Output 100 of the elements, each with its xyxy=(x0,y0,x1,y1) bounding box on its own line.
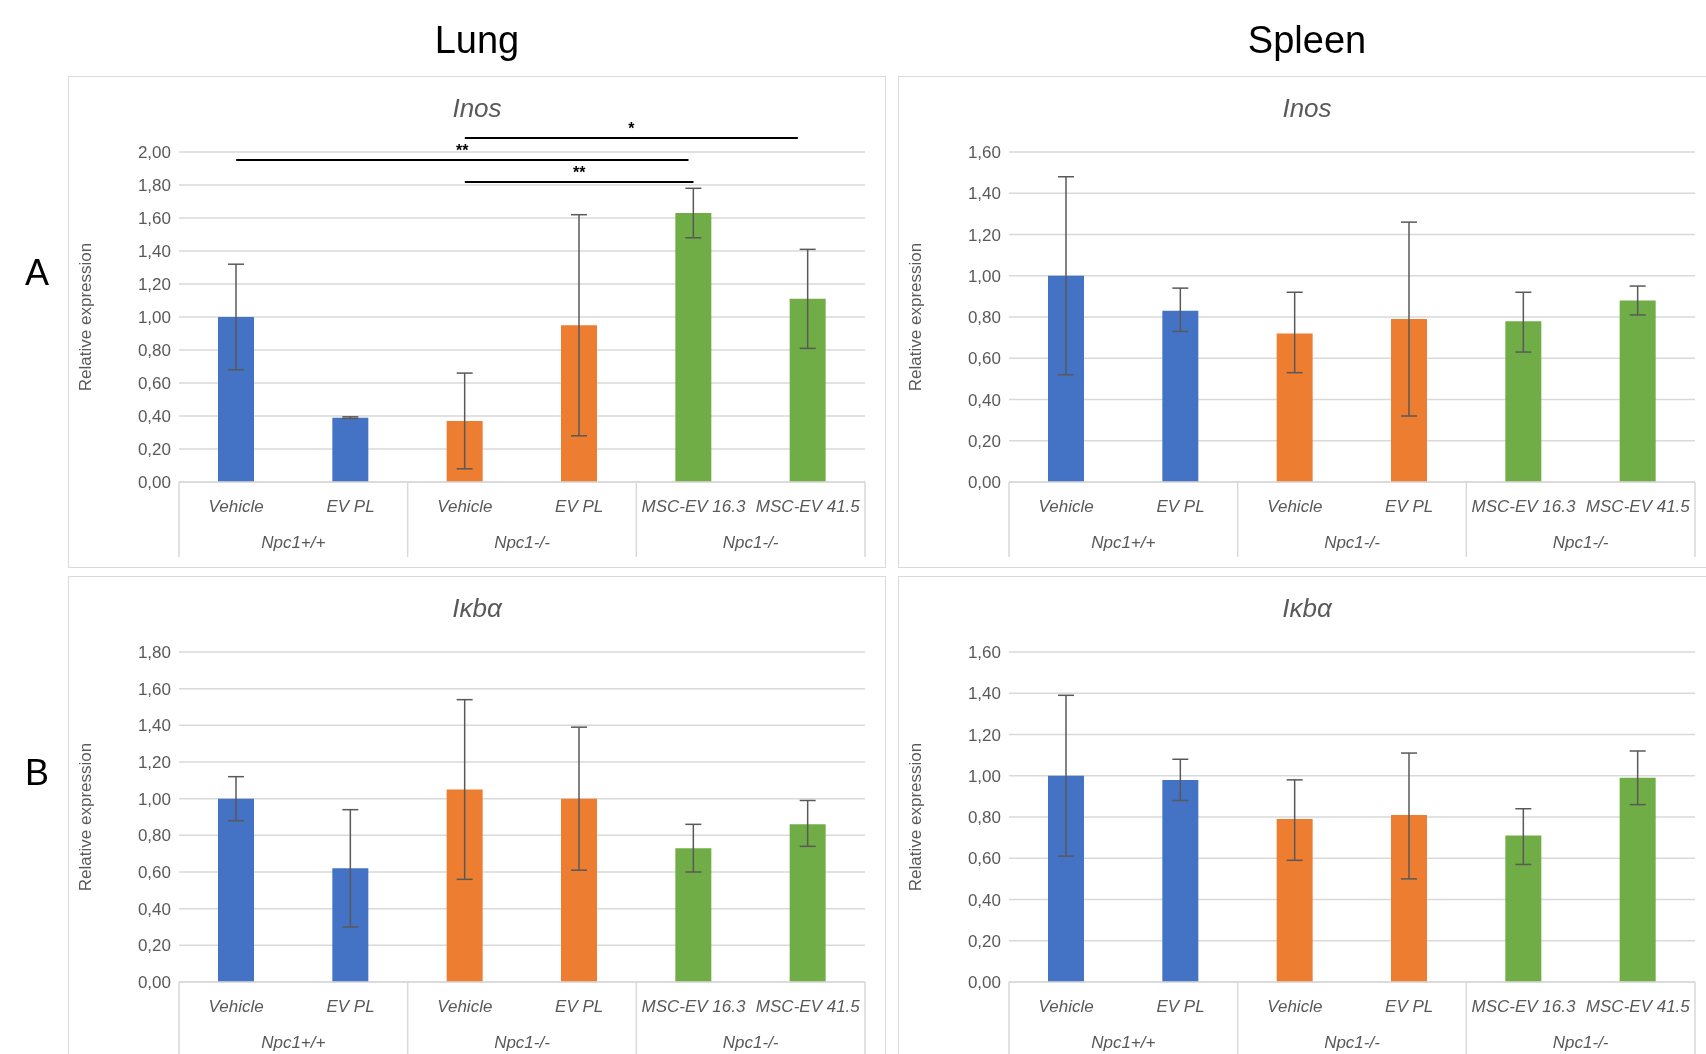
y-tick-label: 0,00 xyxy=(137,473,171,493)
x-tick-label: Vehicle xyxy=(1267,497,1323,516)
x-tick-label: EV PL xyxy=(555,497,604,516)
text: Npc1+/+ xyxy=(261,533,326,552)
bar xyxy=(789,298,826,482)
y-tick-label: 1,40 xyxy=(137,242,171,262)
bar xyxy=(218,317,254,482)
bar xyxy=(332,417,369,482)
x-tick-label: MSC-EV 16.3 xyxy=(641,497,746,516)
text: A xyxy=(24,252,50,294)
y-tick-label: 0,60 xyxy=(137,374,171,394)
x-tick-label: MSC-EV 41.5 xyxy=(755,997,861,1016)
bar xyxy=(1276,333,1313,482)
y-tick-label: 0,20 xyxy=(137,936,171,956)
chart-title: Inos xyxy=(1281,93,1333,124)
x-tick-label: EV PL xyxy=(326,497,375,516)
bar xyxy=(1162,310,1199,482)
bar xyxy=(446,789,483,982)
bar xyxy=(332,868,369,982)
y-tick-label: 1,20 xyxy=(967,725,1001,745)
text: Npc1-/- xyxy=(1552,533,1609,552)
x-tick-label: MSC-EV 41.5 xyxy=(1585,997,1691,1016)
y-tick-label: 0,20 xyxy=(137,440,171,460)
x-tick-label: MSC-EV 41.5 xyxy=(1585,497,1691,516)
text: B xyxy=(24,752,50,794)
y-tick-label: 1,60 xyxy=(967,643,1001,663)
y-axis-title: Relative expression xyxy=(76,742,96,892)
bar xyxy=(1391,319,1427,482)
text: Npc1+/+ xyxy=(1091,1033,1156,1052)
x-tick-label: EV PL xyxy=(1385,497,1434,516)
x-tick-label: Vehicle xyxy=(437,497,493,516)
x-tick-label: MSC-EV 16.3 xyxy=(641,997,746,1016)
text: Npc1-/- xyxy=(1324,1033,1381,1052)
bar xyxy=(218,798,254,982)
bar xyxy=(1505,321,1542,482)
y-tick-label: 0,40 xyxy=(137,899,171,919)
annotation: ** xyxy=(572,164,587,181)
y-tick-label: 1,20 xyxy=(967,225,1001,245)
x-tick-label: Vehicle xyxy=(437,997,493,1016)
y-tick-label: 1,00 xyxy=(967,766,1001,786)
text: Npc1-/- xyxy=(1552,1033,1609,1052)
text: Npc1+/+ xyxy=(1091,533,1156,552)
x-tick-label: EV PL xyxy=(1156,497,1205,516)
y-tick-label: 0,00 xyxy=(967,473,1001,493)
bar xyxy=(1505,835,1542,982)
bar xyxy=(1619,300,1656,482)
y-tick-label: 0,60 xyxy=(967,349,1001,369)
y-tick-label: 1,00 xyxy=(137,789,171,809)
text: Npc1-/- xyxy=(722,1033,779,1052)
y-tick-label: 0,40 xyxy=(967,890,1001,910)
y-tick-label: 2,00 xyxy=(137,143,171,163)
y-axis-title: Relative expression xyxy=(906,742,926,892)
x-tick-label: EV PL xyxy=(1385,997,1434,1016)
y-tick-label: 0,00 xyxy=(967,973,1001,993)
y-tick-label: 1,40 xyxy=(967,184,1001,204)
bar xyxy=(675,213,712,482)
y-axis-title: Relative expression xyxy=(76,242,96,392)
chart-title: Inos xyxy=(452,93,502,123)
y-tick-label: 0,20 xyxy=(967,931,1001,951)
bar xyxy=(789,824,826,982)
x-tick-label: EV PL xyxy=(1156,997,1205,1016)
bar xyxy=(675,848,712,982)
bar xyxy=(446,420,483,482)
y-tick-label: 1,80 xyxy=(137,176,171,196)
y-tick-label: 0,40 xyxy=(137,407,171,427)
x-tick-label: Vehicle xyxy=(208,497,264,516)
y-tick-label: 1,00 xyxy=(967,266,1001,286)
y-axis-title: Relative expression xyxy=(906,242,926,392)
x-tick-label: Vehicle xyxy=(1267,997,1323,1016)
bar xyxy=(561,798,597,982)
bar xyxy=(1048,775,1084,982)
y-tick-label: 0,80 xyxy=(137,826,171,846)
y-tick-label: 0,40 xyxy=(967,390,1001,410)
x-tick-label: MSC-EV 16.3 xyxy=(1471,497,1576,516)
y-tick-label: 1,00 xyxy=(137,308,171,328)
y-tick-label: 0,80 xyxy=(967,308,1001,328)
x-tick-label: Vehicle xyxy=(1038,497,1094,516)
y-tick-label: 1,80 xyxy=(137,643,171,663)
y-tick-label: 0,00 xyxy=(137,973,171,993)
y-tick-label: 1,40 xyxy=(967,684,1001,704)
chart-title: Iκbα xyxy=(451,593,504,624)
text: Npc1+/+ xyxy=(261,1033,326,1052)
bar xyxy=(1391,814,1427,982)
chart-title: Iκbα xyxy=(1281,593,1334,624)
text: Npc1-/- xyxy=(1324,533,1381,552)
bar xyxy=(1162,779,1199,982)
x-tick-label: Vehicle xyxy=(1038,997,1094,1016)
y-tick-label: 0,60 xyxy=(137,863,171,883)
text: Npc1-/- xyxy=(722,533,779,552)
y-tick-label: 1,60 xyxy=(137,209,171,229)
y-tick-label: 1,20 xyxy=(137,275,171,295)
bar xyxy=(1276,819,1313,982)
y-tick-label: 0,80 xyxy=(137,341,171,361)
x-tick-label: Vehicle xyxy=(208,997,264,1016)
x-tick-label: EV PL xyxy=(555,997,604,1016)
y-tick-label: 1,20 xyxy=(137,753,171,773)
text: Npc1-/- xyxy=(494,533,551,552)
bar xyxy=(1619,777,1656,982)
text: Spleen xyxy=(1246,19,1368,62)
x-tick-label: MSC-EV 16.3 xyxy=(1471,997,1576,1016)
